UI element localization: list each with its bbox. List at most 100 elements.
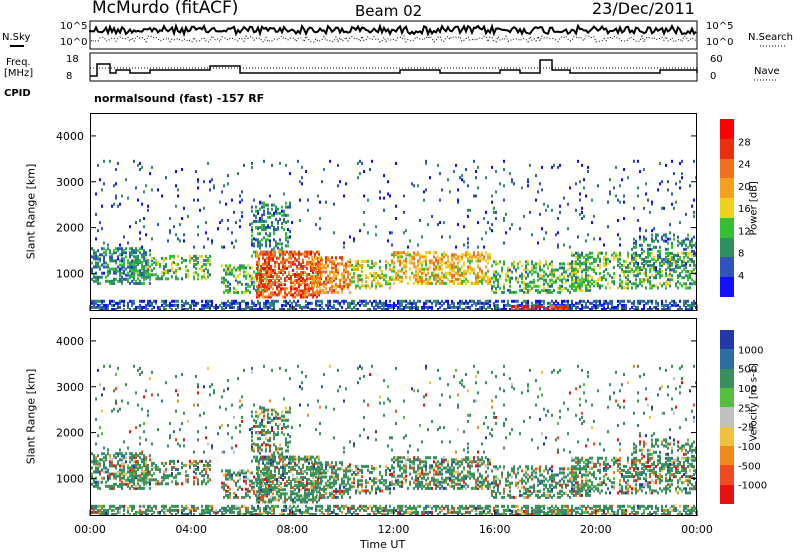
power-cell <box>173 256 175 260</box>
power-cell <box>237 266 239 270</box>
power-cell <box>93 257 95 261</box>
power-cell <box>302 295 304 299</box>
power-cell <box>165 269 167 273</box>
power-cell <box>319 290 321 294</box>
power-cell <box>237 308 239 310</box>
power-cell <box>419 253 421 257</box>
velocity-cell <box>243 504 245 508</box>
power-cell <box>95 277 97 281</box>
power-cell <box>507 299 509 303</box>
power-cell <box>95 305 97 309</box>
power-cell <box>105 249 107 253</box>
power-cell <box>270 256 272 260</box>
velocity-cell <box>97 510 99 514</box>
power-cell <box>229 286 231 290</box>
power-cell <box>290 293 292 297</box>
power-cell <box>617 303 619 307</box>
power-cell <box>649 280 651 284</box>
power-cell <box>543 288 545 292</box>
power-cell <box>264 289 266 293</box>
power-cell <box>475 194 477 198</box>
power-cell <box>233 305 235 309</box>
power-cell <box>657 286 659 290</box>
power-cell <box>311 282 313 286</box>
power-cell <box>565 307 567 310</box>
power-cell <box>203 259 205 262</box>
power-cell <box>633 251 635 255</box>
power-cell <box>266 289 268 293</box>
power-cell <box>310 287 312 291</box>
velocity-cell <box>107 510 109 514</box>
velocity-cell <box>103 510 105 514</box>
power-cell <box>245 274 247 278</box>
power-cell <box>131 269 133 273</box>
power-cell <box>479 253 481 257</box>
power-cell <box>279 254 281 258</box>
power-cell <box>331 305 333 309</box>
power-cell <box>97 275 99 279</box>
power-cell <box>521 301 523 305</box>
power-cell <box>647 278 649 282</box>
power-cell <box>243 290 245 294</box>
velocity-cell <box>305 504 307 508</box>
power-cell <box>264 266 266 270</box>
power-cell <box>693 280 695 284</box>
power-cell <box>97 265 99 269</box>
power-cell <box>511 307 513 310</box>
power-cell <box>413 184 415 188</box>
power-cell <box>441 281 443 285</box>
power-cell <box>431 281 433 285</box>
power-cell <box>119 267 121 271</box>
power-cell <box>505 274 507 278</box>
velocity-cell <box>385 513 387 515</box>
power-cell <box>257 240 259 244</box>
power-cell <box>547 264 549 268</box>
power-cell <box>475 273 477 277</box>
power-cell <box>235 278 237 282</box>
power-cell <box>659 272 661 276</box>
power-cell <box>569 274 571 278</box>
power-cell <box>260 285 262 289</box>
power-cell <box>539 182 541 186</box>
velocity-cell <box>183 506 185 510</box>
power-cell <box>294 250 296 254</box>
power-cell <box>99 281 101 285</box>
power-cell <box>559 305 561 308</box>
power-cell <box>249 284 251 288</box>
power-cell <box>693 198 695 202</box>
velocity-cell <box>445 504 447 508</box>
power-cell <box>157 308 159 310</box>
power-cell <box>433 269 435 273</box>
power-cell <box>272 256 274 260</box>
power-cell <box>185 308 187 310</box>
power-cell <box>351 263 353 267</box>
power-cell <box>537 288 539 292</box>
power-cell <box>235 290 237 294</box>
power-cell <box>447 178 449 182</box>
power-cell <box>405 275 407 279</box>
power-cell <box>665 239 667 243</box>
power-cell <box>275 209 277 213</box>
velocity-cell <box>381 513 383 515</box>
power-cell <box>175 275 177 279</box>
power-cell <box>341 278 343 282</box>
power-cell <box>258 254 260 258</box>
power-cell <box>273 308 275 310</box>
power-cell <box>359 229 361 233</box>
power-cell <box>469 261 471 265</box>
power-cell <box>579 266 581 269</box>
power-cell <box>681 176 683 180</box>
power-cell <box>581 217 583 220</box>
power-cell <box>341 274 343 278</box>
power-cell <box>241 198 243 202</box>
power-cell <box>105 261 107 265</box>
power-cell <box>545 231 547 235</box>
power-cell <box>99 253 101 257</box>
power-cell <box>509 268 511 272</box>
power-cell <box>691 243 693 247</box>
power-cell <box>343 245 345 249</box>
power-cell <box>439 261 441 265</box>
power-cell <box>593 268 595 271</box>
power-cell <box>659 274 661 278</box>
velocity-cell <box>91 504 93 508</box>
